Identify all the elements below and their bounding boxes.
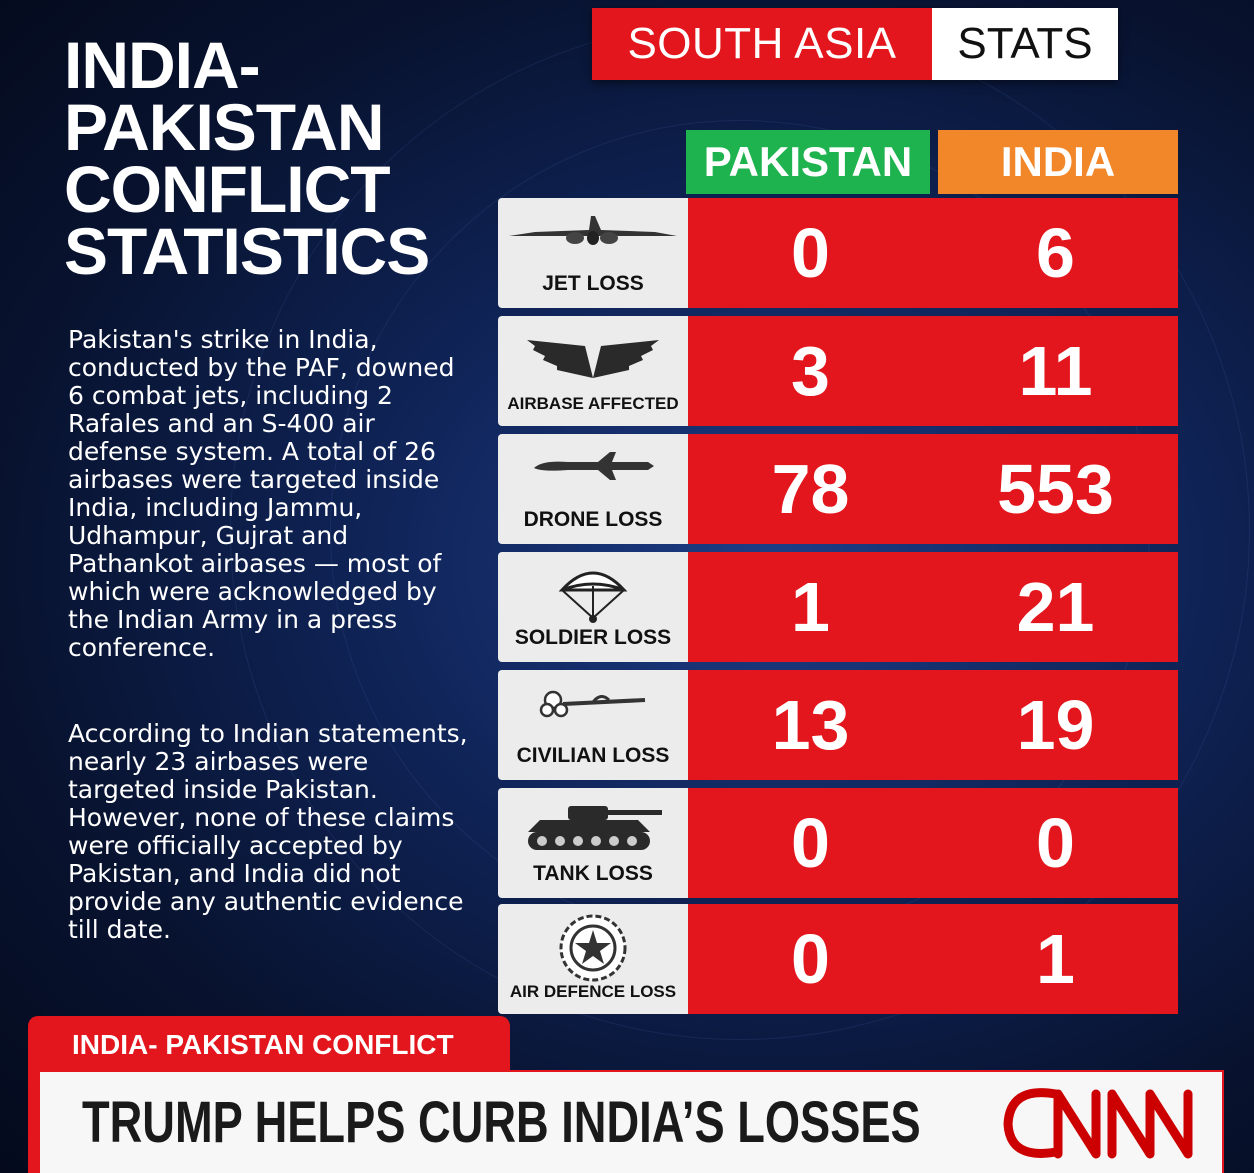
title-line: INDIA- [64, 28, 261, 102]
stat-label-cell: TANK LOSS [498, 788, 688, 898]
title-line: PAKISTAN [64, 90, 385, 164]
flower-icon [539, 690, 646, 718]
stat-label-cell: AIR DEFENCE LOSS [498, 904, 688, 1014]
stat-label: JET LOSS [542, 272, 644, 295]
pakistan-value: 0 [791, 920, 830, 998]
india-value: 6 [1036, 214, 1075, 292]
section-tag-red: SOUTH ASIA [592, 8, 932, 80]
drone-icon [534, 452, 654, 480]
stat-row: DRONE LOSS 78 553 [498, 434, 1178, 544]
stat-label-cell: JET LOSS [498, 198, 688, 308]
stat-values: 0 1 [688, 904, 1178, 1014]
stat-label: TANK LOSS [533, 862, 653, 885]
stat-row: JET LOSS 0 6 [498, 198, 1178, 308]
india-value: 553 [997, 450, 1114, 528]
pakistan-value: 0 [791, 214, 830, 292]
lower-third-headline-box: TRUMP HELPS CURB INDIA’S LOSSES [40, 1072, 1222, 1173]
pakistan-value: 13 [771, 686, 850, 764]
stat-label: AIR DEFENCE LOSS [509, 982, 677, 1001]
stat-values: 0 6 [688, 198, 1178, 308]
pakistan-value: 1 [791, 568, 830, 646]
column-header-pakistan: PAKISTAN [686, 130, 930, 194]
tank-icon [528, 806, 662, 850]
description-paragraph: According to Indian statements, nearly 2… [68, 719, 468, 944]
stat-label: CIVILIAN LOSS [516, 744, 670, 767]
stat-row: AIR DEFENCE LOSS 0 1 [498, 904, 1178, 1014]
section-tag-white: STATS [932, 8, 1118, 80]
description-paragraph: Pakistan's strike in India, conducted by… [68, 325, 455, 662]
stat-label: SOLDIER LOSS [514, 626, 672, 649]
parachute-icon [558, 571, 628, 623]
page-title: INDIA- PAKISTAN CONFLICT STATISTICS [64, 28, 484, 288]
stat-values: 0 0 [688, 788, 1178, 898]
air-defence-emblem-icon [559, 914, 627, 982]
india-value: 19 [1016, 686, 1095, 764]
stat-label-cell: CIVILIAN LOSS [498, 670, 688, 780]
india-value: 11 [1018, 332, 1093, 410]
headline: TRUMP HELPS CURB INDIA’S LOSSES [82, 1090, 921, 1155]
india-value: 0 [1036, 804, 1075, 882]
stat-values: 13 19 [688, 670, 1178, 780]
jet-icon [509, 216, 677, 245]
stat-values: 1 21 [688, 552, 1178, 662]
pakistan-value: 0 [791, 804, 830, 882]
india-value: 21 [1016, 568, 1095, 646]
section-tag: SOUTH ASIA STATS [592, 8, 1118, 80]
pakistan-value: 3 [791, 332, 830, 410]
stat-values: 3 11 [688, 316, 1178, 426]
stat-label: AIRBASE AFFECTED [507, 394, 679, 413]
stat-label-cell: SOLDIER LOSS [498, 552, 688, 662]
stat-row: TANK LOSS 0 0 [498, 788, 1178, 898]
lower-third-tag: INDIA- PAKISTAN CONFLICT [28, 1016, 510, 1074]
column-header-india: INDIA [938, 130, 1178, 194]
stat-values: 78 553 [688, 434, 1178, 544]
stat-label-cell: DRONE LOSS [498, 434, 688, 544]
cnn-logo-icon [1003, 1088, 1193, 1159]
wings-icon [527, 340, 659, 378]
title-line: STATISTICS [64, 214, 430, 288]
pakistan-value: 78 [771, 450, 850, 528]
stat-row: SOLDIER LOSS 1 21 [498, 552, 1178, 662]
stat-row: CIVILIAN LOSS 13 19 [498, 670, 1178, 780]
india-value: 1 [1036, 920, 1075, 998]
stat-label: DRONE LOSS [523, 508, 663, 531]
stat-label-cell: AIRBASE AFFECTED [498, 316, 688, 426]
stat-row: AIRBASE AFFECTED 3 11 [498, 316, 1178, 426]
title-line: CONFLICT [64, 152, 391, 226]
